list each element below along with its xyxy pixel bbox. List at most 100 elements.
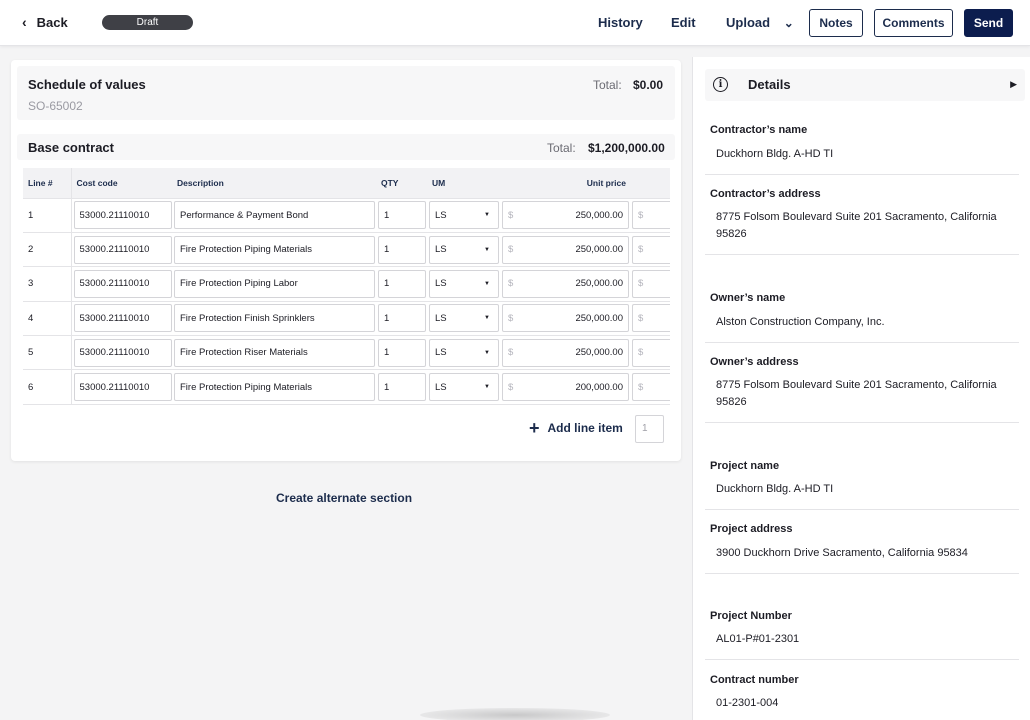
contract-number-value: 01-2301-004	[716, 697, 779, 709]
description-input[interactable]: Fire Protection Finish Sprinklers	[174, 304, 375, 333]
currency-symbol: $	[508, 209, 514, 221]
project-address-label: Project address	[710, 523, 793, 535]
comments-button[interactable]: Comments	[874, 9, 953, 37]
line-number: 4	[23, 301, 72, 337]
add-line-item-button[interactable]: + Add line item	[529, 419, 623, 437]
back-button[interactable]: ‹ Back	[22, 14, 68, 30]
qty-input[interactable]: 1	[378, 338, 426, 367]
contractor-address-value: 8775 Folsom Boulevard Suite 201 Sacramen…	[716, 211, 997, 240]
qty-value: 1	[384, 209, 390, 221]
table-row: 6 53000.21110010 Fire Protection Piping …	[23, 369, 670, 405]
qty-input[interactable]: 1	[378, 373, 426, 402]
create-alternate-section-link[interactable]: Create alternate section	[276, 491, 413, 505]
chevron-right-icon[interactable]: ▶	[1010, 79, 1017, 89]
cost-code-input[interactable]: 53000.21110010	[73, 373, 172, 402]
schedule-total-value: $0.00	[633, 78, 664, 92]
history-link[interactable]: History	[598, 15, 643, 30]
base-contract-header: Base contract Total: $1,200,000.00	[17, 134, 675, 160]
extended-price-input[interactable]: $	[632, 338, 670, 367]
currency-symbol: $	[508, 278, 514, 290]
edit-link[interactable]: Edit	[671, 15, 696, 30]
caret-down-icon: ▼	[484, 384, 490, 391]
upload-menu[interactable]: Upload ⌄	[726, 15, 794, 30]
currency-symbol: $	[638, 209, 644, 221]
column-header-overflow	[630, 168, 670, 199]
caret-down-icon: ▼	[484, 212, 490, 219]
unit-price-value: 250,000.00	[575, 209, 623, 221]
project-name-label: Project name	[710, 460, 780, 472]
description-input[interactable]: Fire Protection Piping Materials	[174, 235, 375, 264]
send-button[interactable]: Send	[964, 9, 1013, 37]
description-value: Performance & Payment Bond	[180, 209, 309, 221]
table-header-row: Line # Cost code Description QTY UM Unit…	[23, 168, 670, 199]
chevron-down-icon: ⌄	[783, 16, 794, 30]
unit-price-input[interactable]: $200,000.00	[502, 373, 629, 402]
divider	[705, 342, 1019, 343]
description-input[interactable]: Performance & Payment Bond	[174, 201, 375, 230]
line-number: 6	[23, 369, 72, 405]
description-input[interactable]: Fire Protection Piping Materials	[174, 373, 375, 402]
qty-value: 1	[384, 381, 390, 393]
qty-input[interactable]: 1	[378, 201, 426, 230]
extended-price-input[interactable]: $	[632, 235, 670, 264]
currency-symbol: $	[508, 347, 514, 359]
cost-code-value: 53000.21110010	[79, 278, 150, 290]
details-title: Details	[748, 77, 791, 92]
um-select[interactable]: LS ▼	[429, 235, 499, 264]
extended-price-input[interactable]: $	[632, 201, 670, 230]
upload-label: Upload	[726, 15, 771, 30]
line-items-table: Line # Cost code Description QTY UM Unit…	[23, 168, 670, 405]
add-line-count-input[interactable]: 1	[635, 415, 664, 443]
table-row: 3 53000.21110010 Fire Protection Piping …	[23, 266, 670, 302]
currency-symbol: $	[508, 244, 514, 256]
qty-input[interactable]: 1	[378, 304, 426, 333]
line-number: 1	[23, 198, 72, 233]
cost-code-input[interactable]: 53000.21110010	[73, 269, 172, 298]
unit-price-value: 250,000.00	[575, 312, 623, 324]
unit-price-input[interactable]: $250,000.00	[502, 235, 629, 264]
cost-code-value: 53000.21110010	[79, 347, 150, 359]
currency-symbol: $	[508, 312, 514, 324]
base-contract-total-value: $1,200,000.00	[588, 141, 665, 155]
unit-price-input[interactable]: $250,000.00	[502, 269, 629, 298]
unit-price-value: 250,000.00	[575, 244, 623, 256]
divider	[705, 254, 1019, 255]
um-select[interactable]: LS ▼	[429, 269, 499, 298]
cost-code-input[interactable]: 53000.21110010	[73, 304, 172, 333]
qty-value: 1	[384, 278, 390, 290]
info-icon: i	[713, 77, 728, 92]
column-header-unit-price: Unit price	[500, 168, 630, 199]
unit-price-input[interactable]: $250,000.00	[502, 338, 629, 367]
column-header-cost-code: Cost code	[71, 168, 172, 199]
owner-name-value: Alston Construction Company, Inc.	[716, 316, 885, 328]
unit-price-input[interactable]: $250,000.00	[502, 201, 629, 230]
details-panel: i Details ▶ Contractor’s name Duckhorn B…	[692, 57, 1030, 720]
extended-price-input[interactable]: $	[632, 304, 670, 333]
um-select[interactable]: LS ▼	[429, 373, 499, 402]
qty-input[interactable]: 1	[378, 269, 426, 298]
base-contract-total-label: Total:	[547, 141, 576, 155]
unit-price-input[interactable]: $250,000.00	[502, 304, 629, 333]
notes-button[interactable]: Notes	[809, 9, 863, 37]
description-value: Fire Protection Finish Sprinklers	[180, 312, 315, 324]
um-select[interactable]: LS ▼	[429, 201, 499, 230]
qty-input[interactable]: 1	[378, 235, 426, 264]
divider	[705, 174, 1019, 175]
details-header[interactable]: i Details ▶	[705, 69, 1025, 101]
status-badge: Draft	[102, 15, 193, 30]
extended-price-input[interactable]: $	[632, 269, 670, 298]
column-header-um: UM	[427, 168, 500, 199]
um-select[interactable]: LS ▼	[429, 338, 499, 367]
caret-down-icon: ▼	[484, 349, 490, 356]
schedule-id: SO-65002	[28, 99, 83, 113]
add-line-item-label: Add line item	[547, 421, 623, 435]
description-value: Fire Protection Piping Materials	[180, 381, 312, 393]
description-input[interactable]: Fire Protection Piping Labor	[174, 269, 375, 298]
cost-code-input[interactable]: 53000.21110010	[73, 338, 172, 367]
cost-code-input[interactable]: 53000.21110010	[73, 235, 172, 264]
um-select[interactable]: LS ▼	[429, 304, 499, 333]
contractor-name-value: Duckhorn Bldg. A-HD TI	[716, 148, 834, 160]
cost-code-input[interactable]: 53000.21110010	[73, 201, 172, 230]
description-input[interactable]: Fire Protection Riser Materials	[174, 338, 375, 367]
extended-price-input[interactable]: $	[632, 373, 670, 402]
